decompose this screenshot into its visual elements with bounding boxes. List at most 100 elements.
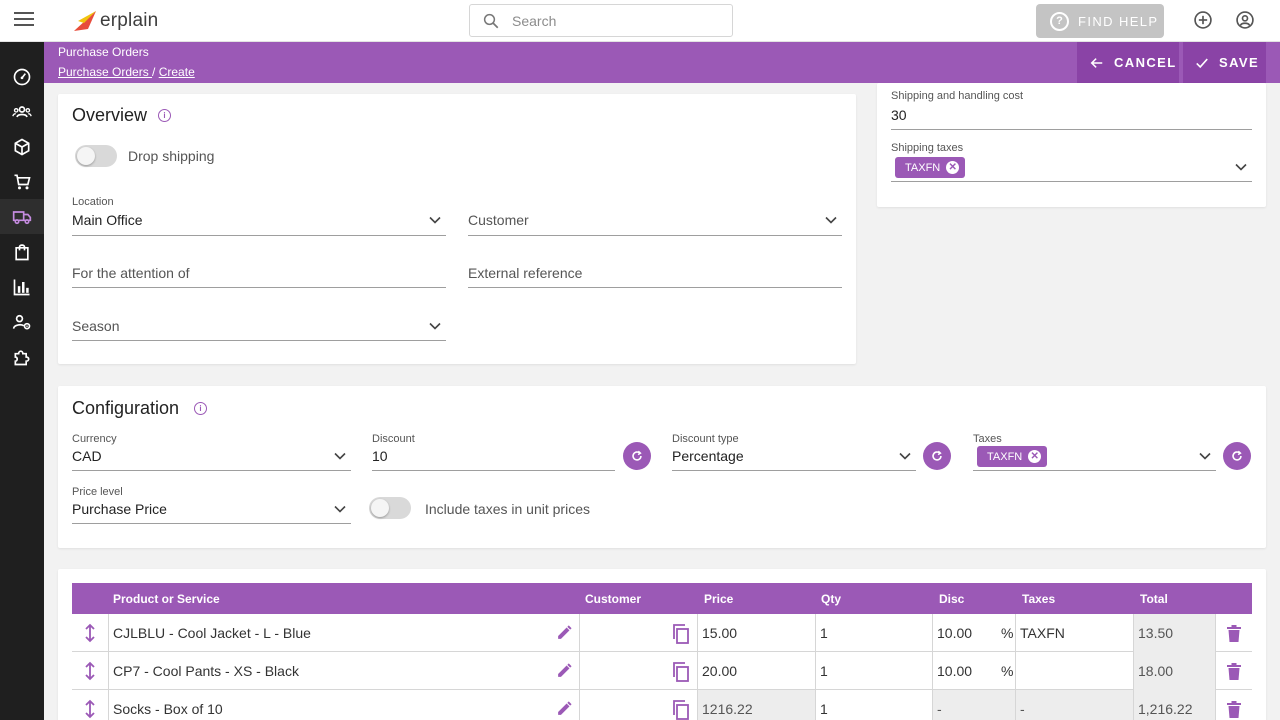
- page-title: Purchase Orders: [58, 45, 149, 59]
- discount-field[interactable]: Discount 10: [372, 433, 615, 471]
- sidebar-item-extensions[interactable]: [0, 339, 44, 374]
- breadcrumb-purchase-orders-link[interactable]: Purchase Orders: [58, 65, 153, 79]
- taxes-select[interactable]: Taxes: [973, 433, 1216, 471]
- breadcrumb-create-link[interactable]: Create: [158, 65, 195, 79]
- external-reference-field[interactable]: External reference: [468, 254, 842, 288]
- price-cell[interactable]: 20.00: [698, 652, 816, 690]
- product-cell[interactable]: CJLBLU - Cool Jacket - L - Blue: [108, 614, 580, 652]
- shipping-cost-field[interactable]: Shipping and handling cost 30: [891, 90, 1252, 130]
- copy-icon[interactable]: [672, 662, 690, 682]
- search-icon: [483, 13, 499, 29]
- total-cell: 13.50: [1134, 614, 1216, 652]
- col-header-price: Price: [704, 592, 734, 606]
- drop-shipping-label: Drop shipping: [128, 148, 215, 164]
- col-header-taxes: Taxes: [1022, 592, 1056, 606]
- season-placeholder: Season: [72, 318, 120, 334]
- cancel-button[interactable]: CANCEL: [1077, 42, 1179, 83]
- app-name: erplain: [100, 10, 159, 31]
- delete-trash-icon[interactable]: [1227, 701, 1241, 718]
- configuration-info-icon[interactable]: i: [194, 402, 207, 415]
- drop-shipping-toggle[interactable]: [75, 145, 117, 167]
- customer-cell[interactable]: [580, 614, 698, 652]
- location-select[interactable]: Location Main Office: [72, 196, 446, 236]
- sidebar-item-reports[interactable]: [0, 269, 44, 304]
- qty-cell[interactable]: 1: [816, 614, 933, 652]
- breadcrumb-separator: /: [152, 65, 159, 79]
- price-level-select[interactable]: Price level Purchase Price: [72, 486, 351, 524]
- currency-select[interactable]: Currency CAD: [72, 433, 351, 471]
- taxes-cell[interactable]: TAXFN: [1016, 614, 1134, 652]
- include-taxes-toggle[interactable]: [369, 497, 411, 519]
- taxes-value: TAXFN: [1020, 625, 1065, 641]
- discount-type-reset-button[interactable]: [923, 442, 951, 470]
- total-cell: 1,216.22: [1134, 690, 1216, 720]
- qty-cell[interactable]: 1: [816, 652, 933, 690]
- product-cell[interactable]: CP7 - Cool Pants - XS - Black: [108, 652, 580, 690]
- sales-cart-icon: [14, 174, 31, 189]
- copy-icon[interactable]: [672, 700, 690, 720]
- customer-select[interactable]: Customer: [468, 202, 842, 236]
- add-icon[interactable]: [1193, 10, 1213, 30]
- qty-cell[interactable]: 1: [816, 690, 933, 720]
- copy-icon[interactable]: [672, 624, 690, 644]
- products-icon: [14, 138, 30, 155]
- sidebar-item-products[interactable]: [0, 129, 44, 164]
- attention-field[interactable]: For the attention of: [72, 254, 446, 288]
- sidebar-item-purchases[interactable]: [0, 199, 44, 234]
- remove-chip-icon[interactable]: ✕: [1028, 450, 1042, 463]
- price-cell[interactable]: 15.00: [698, 614, 816, 652]
- sidebar-item-dashboard[interactable]: [0, 59, 44, 94]
- drag-handle-icon[interactable]: [83, 699, 97, 719]
- edit-pencil-icon[interactable]: [556, 662, 573, 679]
- sidebar-item-user-settings[interactable]: [0, 304, 44, 339]
- menu-icon[interactable]: [14, 12, 34, 28]
- chevron-down-icon: [334, 505, 346, 513]
- disc-cell[interactable]: 10.00%: [933, 652, 1016, 690]
- chevron-down-icon: [429, 216, 441, 224]
- cancel-label: CANCEL: [1114, 55, 1177, 70]
- season-select[interactable]: Season: [72, 307, 446, 341]
- chevron-down-icon: [1199, 452, 1211, 460]
- arrow-left-icon: [1090, 57, 1103, 68]
- disc-cell[interactable]: 10.00%: [933, 614, 1016, 652]
- find-help-button[interactable]: ? FIND HELP: [1036, 4, 1164, 38]
- total-value: 18.00: [1138, 663, 1174, 679]
- customer-placeholder: Customer: [468, 212, 529, 228]
- app-logo[interactable]: erplain: [72, 8, 158, 34]
- qty-value: 1: [820, 701, 828, 717]
- edit-pencil-icon[interactable]: [556, 624, 573, 641]
- delete-trash-icon[interactable]: [1227, 663, 1241, 680]
- delete-trash-icon[interactable]: [1227, 625, 1241, 642]
- remove-chip-icon[interactable]: ✕: [946, 161, 960, 174]
- drag-handle-icon[interactable]: [83, 661, 97, 681]
- refresh-icon: [632, 450, 642, 461]
- overview-info-icon[interactable]: i: [158, 109, 171, 122]
- chevron-down-icon: [825, 216, 837, 224]
- sidebar-item-contacts[interactable]: [0, 94, 44, 129]
- customer-cell[interactable]: [580, 690, 698, 720]
- taxes-reset-button[interactable]: [1223, 442, 1251, 470]
- dashboard-icon: [13, 68, 31, 85]
- shipping-taxes-select[interactable]: Shipping taxes: [891, 142, 1252, 182]
- search-box[interactable]: [469, 4, 733, 37]
- account-icon[interactable]: [1235, 10, 1255, 30]
- customer-cell[interactable]: [580, 652, 698, 690]
- edit-pencil-icon[interactable]: [556, 700, 573, 717]
- reports-chart-icon: [13, 279, 30, 295]
- discount-type-select[interactable]: Discount type Percentage: [672, 433, 916, 471]
- sidebar-item-orders[interactable]: [0, 234, 44, 269]
- configuration-card: [58, 386, 1266, 548]
- save-button[interactable]: SAVE: [1183, 42, 1266, 83]
- discount-reset-button[interactable]: [623, 442, 651, 470]
- taxes-cell: -: [1016, 690, 1134, 720]
- taxes-cell[interactable]: [1016, 652, 1134, 690]
- product-cell[interactable]: Socks - Box of 10: [108, 690, 580, 720]
- shipping-tax-chip-label: TAXFN: [905, 161, 941, 174]
- drag-handle-icon[interactable]: [83, 623, 97, 643]
- qty-value: 1: [820, 663, 828, 679]
- tax-chip-label: TAXFN: [987, 450, 1023, 463]
- sidebar-item-sales[interactable]: [0, 164, 44, 199]
- search-input[interactable]: [512, 11, 722, 31]
- purchases-truck-icon: [12, 210, 32, 224]
- table-row: Socks - Box of 10 1216.22 1 - - 1,216.22: [72, 690, 1252, 720]
